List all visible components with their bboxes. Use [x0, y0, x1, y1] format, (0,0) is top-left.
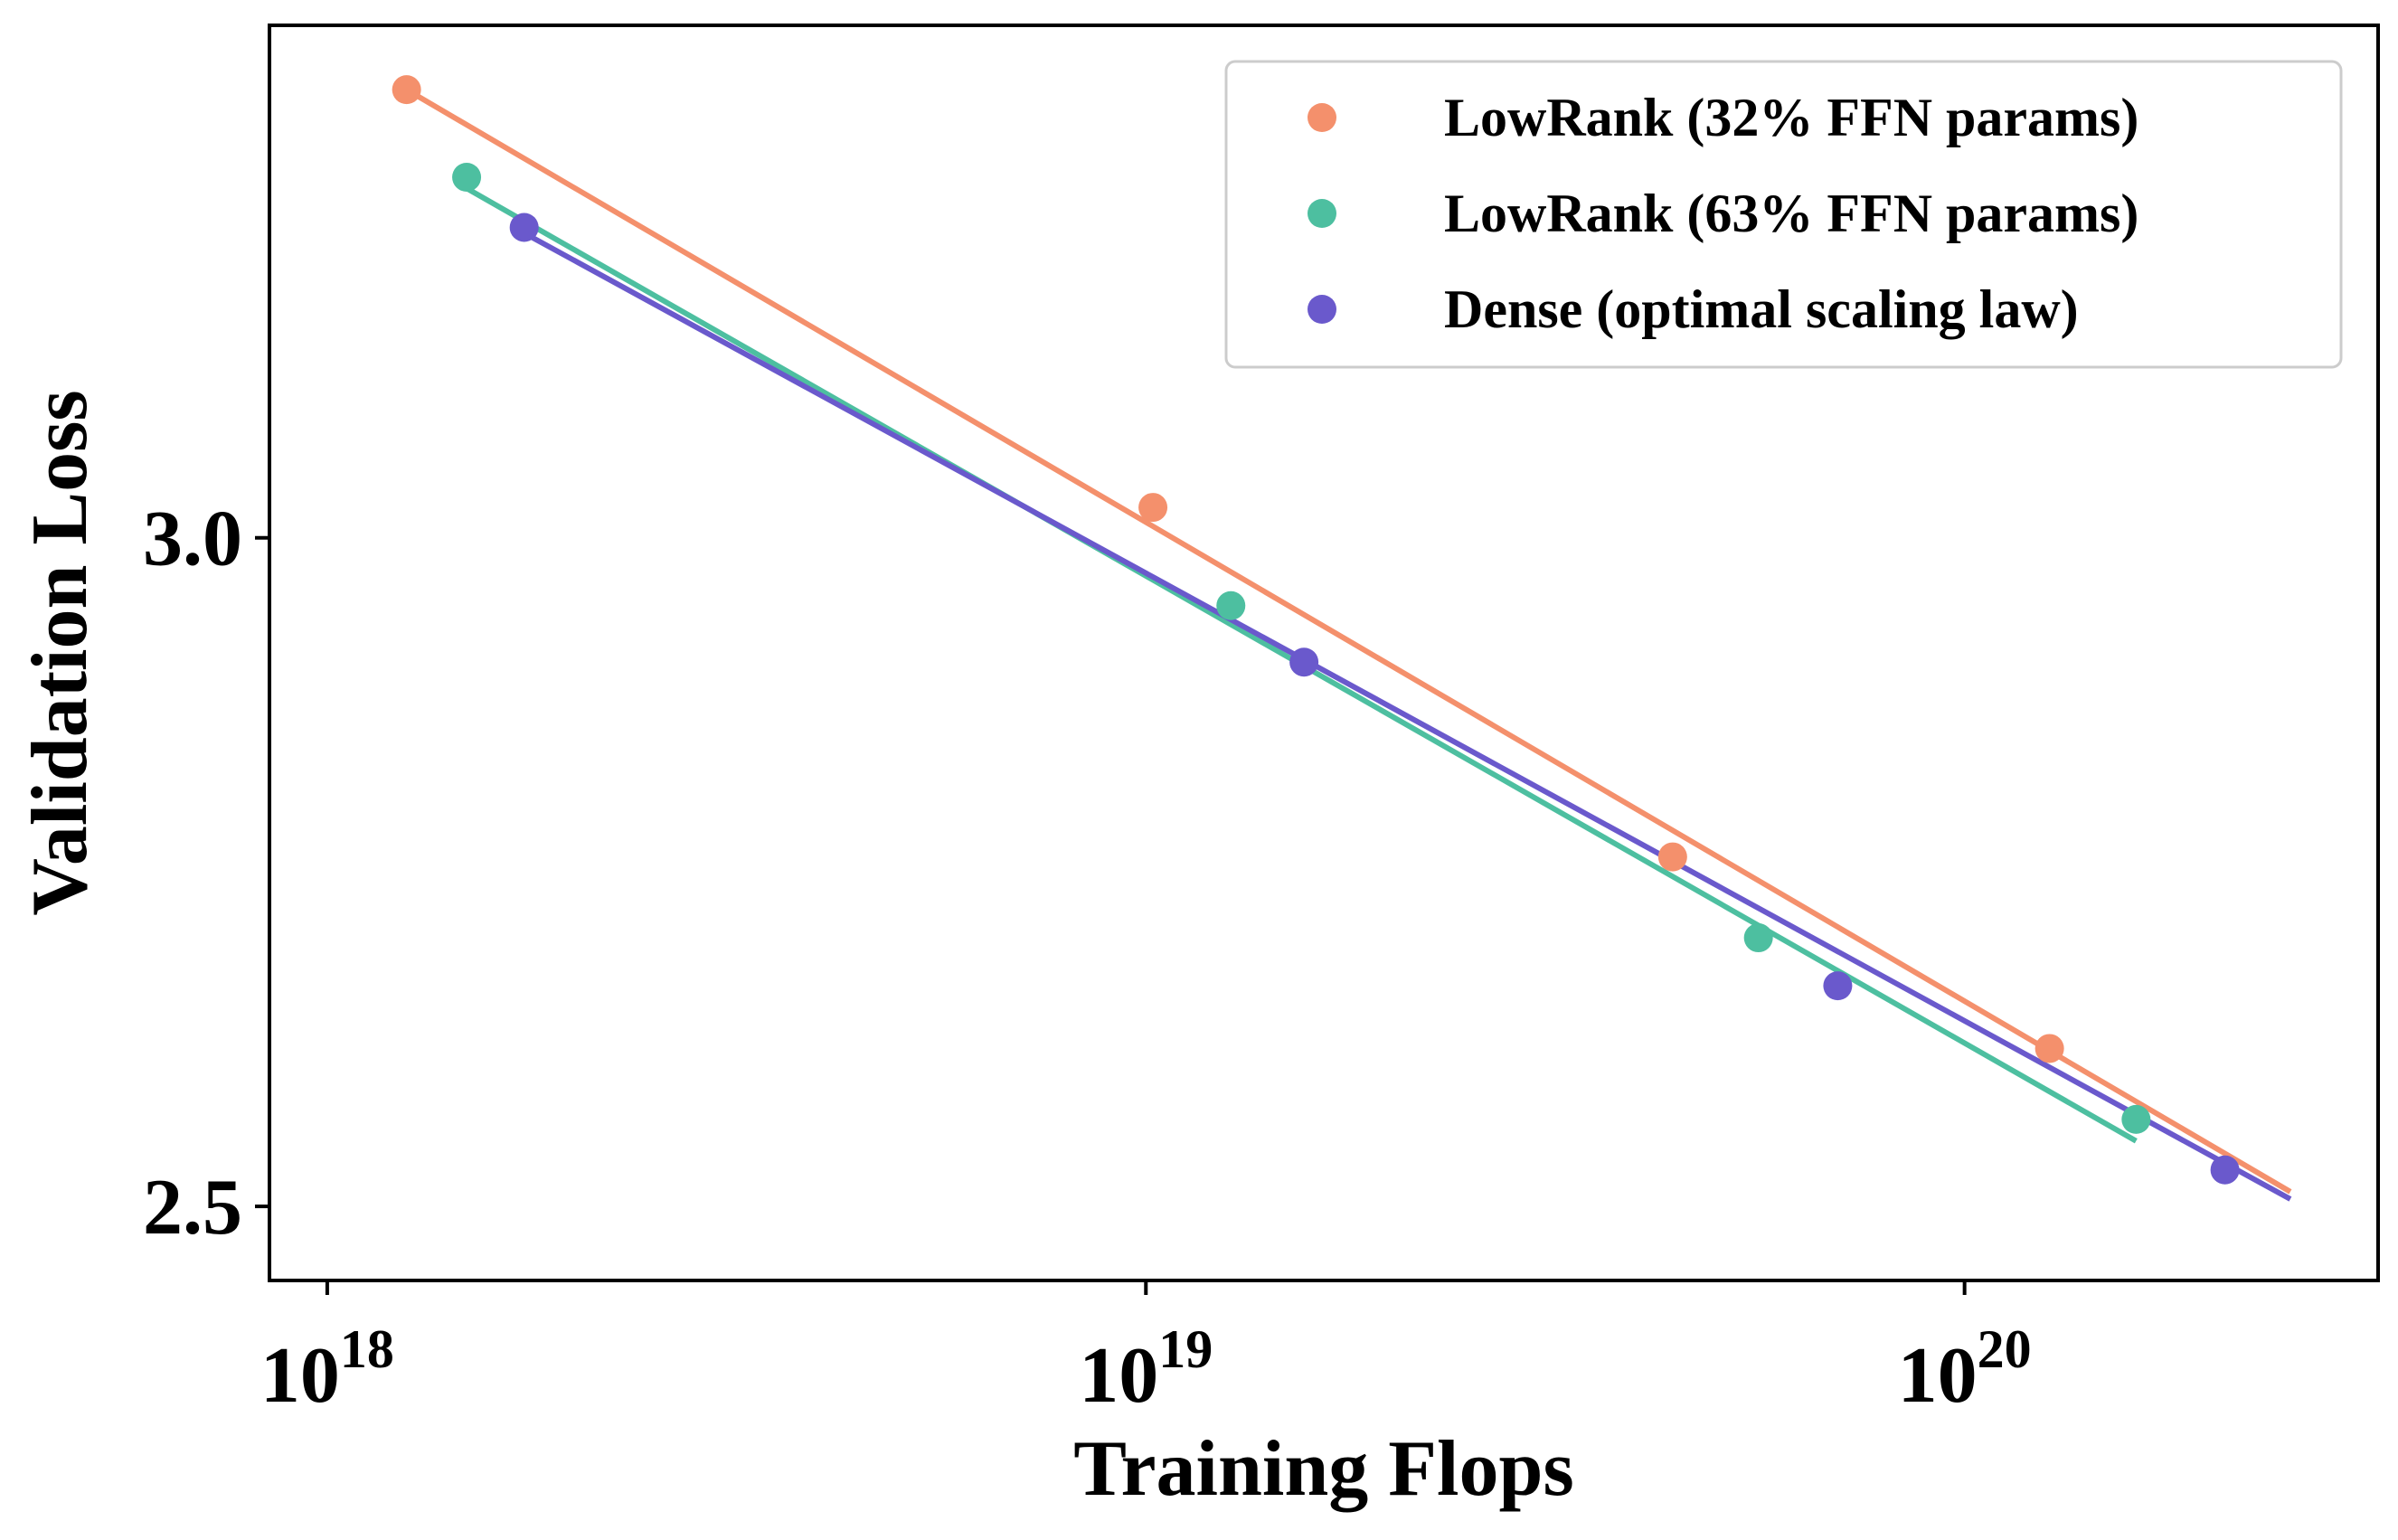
legend-box	[1224, 60, 2343, 369]
data-point-s2-4	[2121, 1104, 2151, 1134]
data-point-s2-3	[1743, 923, 1773, 953]
data-points	[392, 75, 2240, 1185]
x-axis-ticks: 1018 1019 1020	[260, 1280, 2032, 1420]
data-point-s1-4	[2035, 1034, 2064, 1063]
data-point-s1-2	[1138, 493, 1168, 523]
y-axis-ticks: 2.5 3.0	[143, 496, 269, 1252]
data-point-s1-3	[1657, 842, 1687, 872]
data-point-s3-3	[1823, 971, 1853, 1001]
data-point-s1-1	[392, 75, 421, 105]
legend: LowRank (32% FFN params) LowRank (63% FFN…	[1224, 60, 2343, 369]
x-tick-label-1: 1018	[260, 1319, 394, 1420]
legend-marker-1	[1308, 103, 1336, 132]
data-point-s3-2	[1289, 647, 1319, 677]
x-axis-label: Training Flops	[1073, 1425, 1573, 1513]
legend-label-3: Dense (optimal scaling law)	[1444, 279, 2079, 339]
data-point-s2-2	[1216, 590, 1246, 620]
y-tick-label-2: 3.0	[143, 496, 242, 583]
data-point-s3-1	[509, 213, 539, 242]
data-point-s2-1	[452, 162, 482, 192]
legend-marker-3	[1308, 295, 1336, 324]
y-tick-label-1: 2.5	[143, 1164, 242, 1252]
fit-line-1	[405, 87, 2292, 1195]
x-tick-label-2: 1019	[1079, 1319, 1213, 1420]
x-tick-label-3: 1020	[1898, 1319, 2032, 1420]
legend-label-1: LowRank (32% FFN params)	[1444, 88, 2138, 147]
fit-line-3	[523, 231, 2292, 1202]
y-axis-label: Validation Loss	[16, 390, 104, 915]
data-point-s3-4	[2210, 1155, 2240, 1185]
legend-marker-2	[1308, 199, 1336, 228]
legend-label-2: LowRank (63% FFN params)	[1444, 184, 2138, 243]
plot-frame	[268, 24, 2380, 1282]
